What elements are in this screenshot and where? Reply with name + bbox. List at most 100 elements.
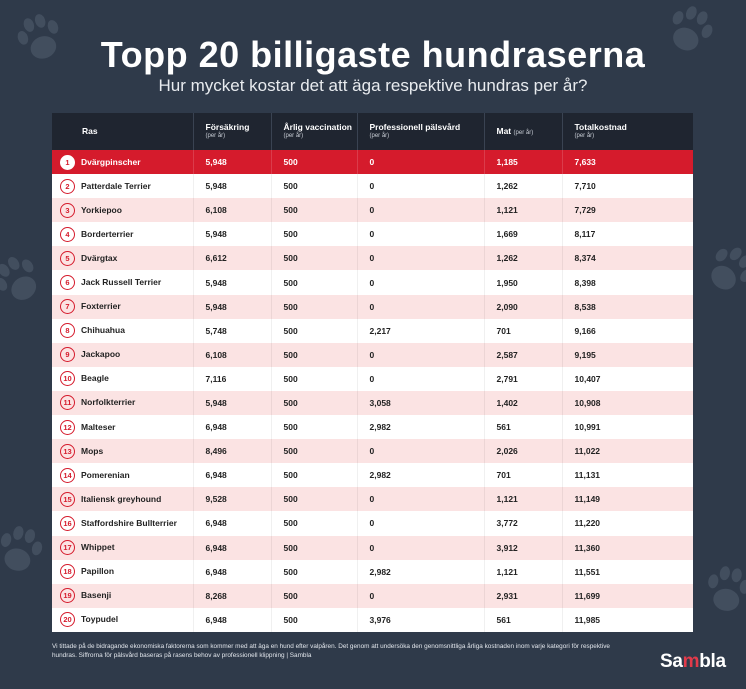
cell-food: 1,121 <box>483 559 562 584</box>
cell-grooming: 2,982 <box>356 415 484 440</box>
cell-grooming: 0 <box>356 294 484 319</box>
table-row: 5 Dvärgtax 6,612 500 0 1,262 8,374 <box>52 246 693 271</box>
cell-insurance: 6,612 <box>192 246 271 271</box>
cell-insurance: 5,948 <box>192 150 271 175</box>
cell-total: 10,991 <box>561 415 693 440</box>
cell-grooming: 3,058 <box>356 390 484 416</box>
breed-name: Staffordshire Bullterrier <box>81 517 177 528</box>
rank-badge: 1 <box>60 154 75 170</box>
rank-badge: 7 <box>60 299 75 315</box>
cell-insurance: 5,948 <box>192 390 271 416</box>
cell-insurance: 6,108 <box>192 342 271 367</box>
cell-grooming: 0 <box>356 511 484 536</box>
column-unit: (per år) <box>205 132 226 139</box>
rank-badge: 9 <box>60 347 75 363</box>
cell-total: 9,195 <box>561 342 693 367</box>
cell-vaccination: 500 <box>270 583 357 608</box>
cell-grooming: 0 <box>356 222 484 247</box>
table-row: 20 Toypudel 6,948 500 3,976 561 11,985 <box>52 607 693 632</box>
rank-badge: 12 <box>60 419 75 435</box>
table-row: 18 Papillon 6,948 500 2,982 1,121 11,551 <box>52 559 693 584</box>
cell-insurance: 5,948 <box>192 294 271 319</box>
cell-food: 1,402 <box>483 390 562 416</box>
cell-total: 11,131 <box>561 463 693 488</box>
rank-badge: 17 <box>60 540 75 556</box>
cell-grooming: 0 <box>356 366 484 391</box>
cell-breed: 14 Pomerenian <box>52 463 193 487</box>
cell-total: 11,551 <box>561 559 693 584</box>
cell-breed: 6 Jack Russell Terrier <box>52 270 193 294</box>
cell-food: 1,262 <box>483 246 562 271</box>
cell-vaccination: 500 <box>270 439 357 464</box>
column-unit: (per år) <box>574 132 595 139</box>
cell-grooming: 2,982 <box>356 559 484 584</box>
table-row: 16 Staffordshire Bullterrier 6,948 500 0 3,77… <box>52 511 693 536</box>
cell-insurance: 8,496 <box>192 439 271 464</box>
table-row: 11 Norfolkterrier 5,948 500 3,058 1,402 10,908 <box>52 390 693 416</box>
cell-food: 561 <box>483 607 562 632</box>
cell-total: 7,633 <box>561 150 693 175</box>
breed-name: Patterdale Terrier <box>81 180 151 191</box>
table-row: 14 Pomerenian 6,948 500 2,982 701 11,131 <box>52 463 693 488</box>
cell-vaccination: 500 <box>270 463 357 488</box>
breed-name: Dvärgtax <box>81 252 118 263</box>
breed-name: Pomerenian <box>81 469 130 480</box>
cell-total: 11,022 <box>561 439 693 464</box>
breed-name: Norfolkterrier <box>81 397 136 408</box>
rank-badge: 13 <box>60 443 75 459</box>
cell-breed: 16 Staffordshire Bullterrier <box>52 511 193 535</box>
table-header-row: Ras Försäkring (per år) Årlig vaccination… <box>52 113 693 150</box>
cell-food: 561 <box>483 415 562 440</box>
page-subtitle: Hur mycket kostar det att äga respektive… <box>158 76 588 95</box>
cell-vaccination: 500 <box>270 511 357 536</box>
breed-name: Toypudel <box>81 614 119 625</box>
cell-food: 701 <box>483 318 562 343</box>
cell-vaccination: 500 <box>270 415 357 440</box>
cell-breed: 3 Yorkiepoo <box>52 198 193 222</box>
column-header-insurance: Försäkring (per år) <box>192 113 271 150</box>
cell-vaccination: 500 <box>270 318 357 343</box>
cell-vaccination: 500 <box>270 174 357 199</box>
cell-grooming: 0 <box>356 487 484 512</box>
table-row: 3 Yorkiepoo 6,108 500 0 1,121 7,729 <box>52 198 693 223</box>
rank-badge: 18 <box>60 564 75 580</box>
cell-vaccination: 500 <box>270 342 357 367</box>
cell-food: 2,931 <box>483 583 562 608</box>
cell-breed: 1 Dvärgpinscher <box>52 150 193 174</box>
column-header-total: Totalkostnad (per år) <box>561 113 693 150</box>
cell-total: 9,166 <box>561 318 693 343</box>
cell-insurance: 6,948 <box>192 607 271 632</box>
cost-table-container: Ras Försäkring (per år) Årlig vaccination… <box>52 113 693 632</box>
cell-grooming: 0 <box>356 342 484 367</box>
cell-food: 2,090 <box>483 294 562 319</box>
cell-insurance: 8,268 <box>192 583 271 608</box>
cell-total: 11,220 <box>561 511 693 536</box>
cell-food: 701 <box>483 463 562 488</box>
cell-grooming: 0 <box>356 270 484 295</box>
cell-breed: 4 Borderterrier <box>52 222 193 246</box>
column-header-food: Mat (per år) <box>483 113 562 150</box>
cell-total: 7,729 <box>561 198 693 223</box>
cell-vaccination: 500 <box>270 607 357 632</box>
cell-grooming: 3,976 <box>356 607 484 632</box>
paw-print-icon <box>0 257 37 300</box>
table-row: 13 Mops 8,496 500 0 2,026 11,022 <box>52 439 693 464</box>
cell-grooming: 0 <box>356 246 484 271</box>
table-row: 8 Chihuahua 5,748 500 2,217 701 9,166 <box>52 318 693 343</box>
cell-breed: 12 Malteser <box>52 415 193 439</box>
breed-name: Jack Russell Terrier <box>81 276 162 287</box>
cell-grooming: 0 <box>356 174 484 199</box>
cell-breed: 15 Italiensk greyhound <box>52 487 193 511</box>
cell-insurance: 6,948 <box>192 559 271 584</box>
cell-vaccination: 500 <box>270 535 357 560</box>
rank-badge: 19 <box>60 588 75 604</box>
table-row: 15 Italiensk greyhound 9,528 500 0 1,121 11,14… <box>52 487 693 512</box>
cell-food: 2,026 <box>483 439 562 464</box>
rank-badge: 11 <box>60 395 75 411</box>
page-title: Topp 20 billigaste hundraserna <box>100 34 646 75</box>
rank-badge: 20 <box>60 612 75 628</box>
cell-insurance: 6,108 <box>192 198 271 223</box>
cell-vaccination: 500 <box>270 390 357 416</box>
cell-total: 8,117 <box>561 222 693 247</box>
cell-breed: 18 Papillon <box>52 560 193 584</box>
